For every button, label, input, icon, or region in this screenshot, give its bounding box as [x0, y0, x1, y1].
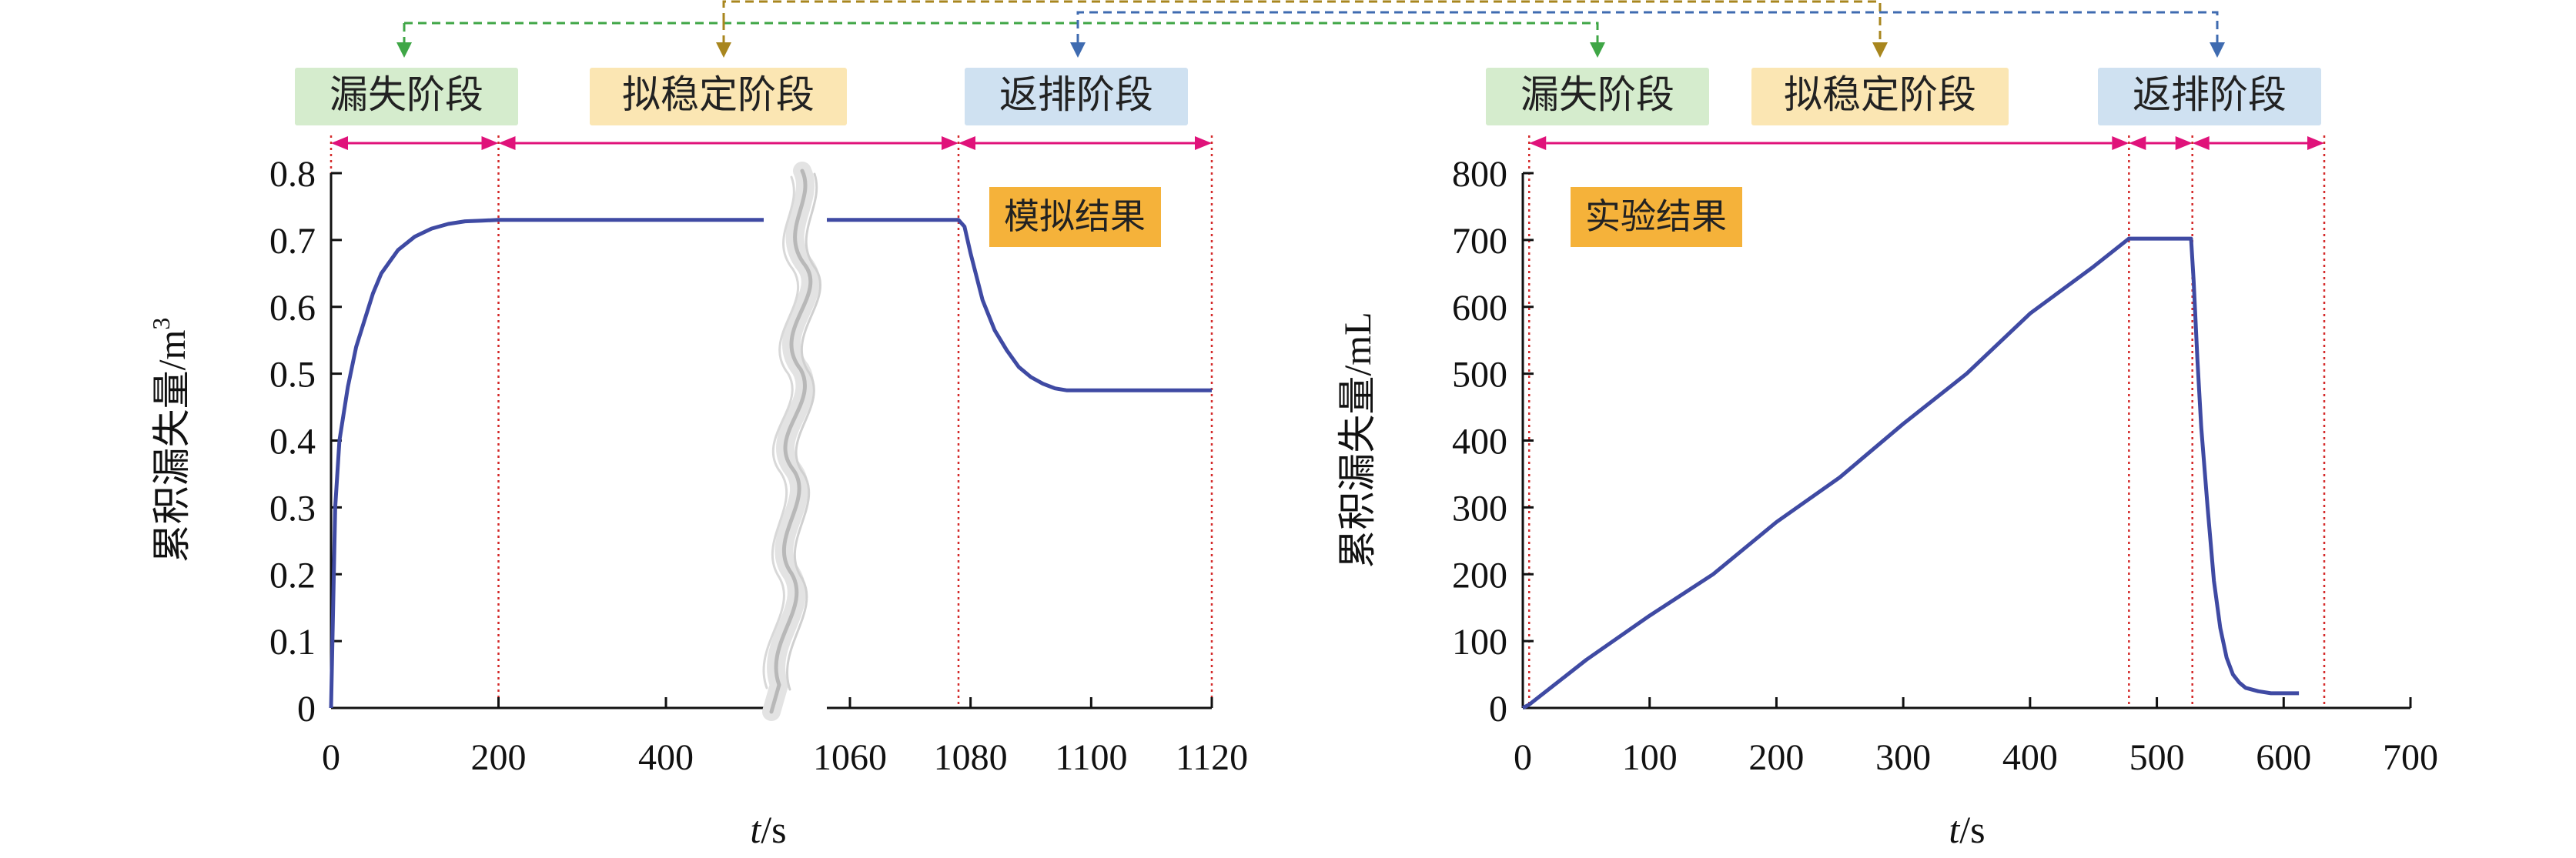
y-tick-label: 0.1 [269, 622, 316, 663]
stage-box-quasi-stable [590, 68, 847, 125]
stage-span-arrowhead [1529, 136, 1547, 150]
x-tick-label: 400 [2002, 737, 2058, 778]
stage-label-loss: 漏失阶段 [1521, 73, 1674, 116]
y-tick-label: 0 [297, 689, 316, 729]
result-label-experiment: 实验结果 [1571, 187, 1742, 247]
y-tick-label: 200 [1452, 555, 1507, 596]
y-tick-label: 0.4 [269, 422, 316, 462]
stage-label-flowback: 返排阶段 [2133, 73, 2287, 116]
x-tick-label: 200 [471, 737, 527, 778]
y-tick-label: 800 [1452, 154, 1507, 195]
stage-span-arrowhead [2112, 136, 2129, 150]
x-axis-label-simulation: t/s [750, 808, 786, 851]
stage-span-arrowhead [2175, 136, 2193, 150]
stage-span-arrowhead [2129, 136, 2146, 150]
stage-box-flowback [965, 68, 1188, 125]
stage-connectors [396, 0, 2225, 58]
data-line [789, 218, 1212, 392]
curve-experiment [1521, 236, 2300, 710]
stage-label-flowback: 返排阶段 [999, 73, 1153, 116]
y-tick-label: 0 [1489, 689, 1507, 729]
stage-box-flowback [2098, 68, 2321, 125]
stage-box-loss [295, 68, 518, 125]
x-ticks-experiment: 0 100 200 300 400 500 600 700 [1514, 697, 2438, 778]
stage-span-arrows-simulation [331, 136, 1212, 150]
y-tick-label: 300 [1452, 488, 1507, 529]
y-tick-label: 700 [1452, 221, 1507, 262]
stage-box-quasi-stable [1751, 68, 2009, 125]
curve-simulation [329, 218, 1212, 709]
stage-labels-simulation: 漏失阶段 拟稳定阶段 返排阶段 [295, 68, 1188, 125]
y-tick-label: 0.3 [269, 488, 316, 529]
stage-span-arrowhead [498, 136, 516, 150]
x-tick-label: 0 [1514, 737, 1532, 778]
x-tick-label: 1120 [1176, 737, 1248, 778]
x-tick-label: 300 [1875, 737, 1931, 778]
x-tick-label: 200 [1748, 737, 1804, 778]
y-tick-label: 0.2 [269, 555, 316, 596]
connector-quasi-arrowhead-left [716, 42, 731, 58]
stage-span-arrowhead [1195, 136, 1212, 150]
y-tick-label: 0.7 [269, 221, 316, 262]
x-tick-label: 1080 [934, 737, 1008, 778]
stage-span-arrowhead [481, 136, 499, 150]
data-line [1521, 236, 2300, 710]
x-tick-label: 600 [2256, 737, 2311, 778]
x-tick-label: 100 [1622, 737, 1678, 778]
x-ticks-simulation: 0 200 400 1060 1080 1100 1120 [322, 697, 1248, 778]
y-ticks-simulation: 0 0.1 0.2 0.3 0.4 0.5 0.6 0.7 0.8 [269, 154, 342, 729]
x-tick-label: 1060 [813, 737, 887, 778]
result-label-text: 实验结果 [1585, 197, 1727, 236]
connector-flowback-arrowhead-right [2210, 42, 2225, 58]
x-tick-label: 1100 [1055, 737, 1127, 778]
connector-quasi-line [722, 0, 1882, 42]
stage-label-loss: 漏失阶段 [330, 73, 483, 116]
stage-span-arrowhead [2192, 136, 2210, 150]
stage-labels-experiment: 漏失阶段 拟稳定阶段 返排阶段 [1486, 68, 2321, 125]
connector-loss-arrowhead-left [396, 42, 412, 58]
connector-flowback-arrowhead-left [1070, 42, 1086, 58]
chart-experiment: 漏失阶段 拟稳定阶段 返排阶段 0 100 200 300 400 500 600 700 80… [1336, 68, 2438, 851]
y-axis-label-simulation: 累积漏失量/m3 [147, 318, 193, 563]
connector-loss-arrowhead-right [1590, 42, 1605, 58]
stage-span-arrows-experiment [1529, 136, 2324, 150]
y-tick-label: 0.6 [269, 288, 316, 329]
y-ticks-experiment: 0 100 200 300 400 500 600 700 800 [1452, 154, 1534, 729]
x-tick-label: 0 [322, 737, 340, 778]
connector-flowback-line [1076, 11, 2219, 42]
data-line [329, 218, 775, 709]
chart-simulation: 漏失阶段 拟稳定阶段 返排阶段 0 0.1 0.2 0.3 0.4 0.5 0.6 0.7 0.… [147, 68, 1248, 851]
y-tick-label: 400 [1452, 422, 1507, 462]
stage-label-quasi-stable: 拟稳定阶段 [622, 73, 815, 116]
x-axis-label-experiment: t/s [1949, 808, 1985, 851]
y-tick-label: 0.5 [269, 355, 316, 396]
y-axis-label-experiment: 累积漏失量/mL [1336, 312, 1379, 568]
y-tick-label: 0.8 [269, 154, 316, 195]
stage-span-arrowhead [942, 136, 958, 150]
x-tick-label: 700 [2383, 737, 2438, 778]
y-tick-label: 100 [1452, 622, 1507, 663]
y-tick-label: 600 [1452, 288, 1507, 329]
stage-span-arrowhead [2307, 136, 2324, 150]
connector-loss-line [404, 22, 1599, 42]
stage-span-arrowhead [958, 136, 975, 150]
y-tick-label: 500 [1452, 355, 1507, 396]
x-tick-label: 500 [2129, 737, 2185, 778]
axis-break-mark [762, 162, 827, 721]
stage-label-quasi-stable: 拟稳定阶段 [1784, 73, 1976, 116]
stage-box-loss [1486, 68, 1709, 125]
stage-span-arrowhead [331, 136, 348, 150]
x-tick-label: 400 [638, 737, 694, 778]
result-label-box [989, 187, 1161, 247]
result-label-text: 模拟结果 [1004, 197, 1146, 236]
y-axis-label-superscript: 3 [147, 318, 175, 330]
result-label-simulation: 模拟结果 [989, 187, 1161, 247]
result-label-box [1571, 187, 1742, 247]
connector-quasi-arrowhead-right [1872, 42, 1888, 58]
